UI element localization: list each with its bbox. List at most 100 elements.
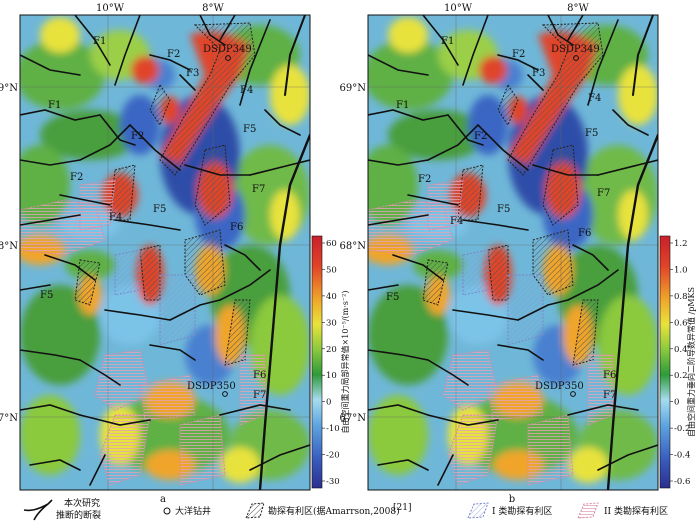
fault-label: F7 (597, 188, 610, 199)
legend-prospect-text: 勘探有利区(据Amarrson,2008) (268, 505, 400, 517)
fault-label: F4 (240, 85, 253, 96)
colorbar-a: 60 50 40 30 20 10 0 -10 -20 -30 自由空间重力局部异常值×10⁻⁵/… (311, 235, 350, 489)
class1-swatch-icon (467, 502, 489, 519)
panel-b-frame (367, 14, 659, 491)
fault-labels-b: F1 F1 F2 F2 F3 F4 F5 F2 F4 F5 F6 F7 F5 F… (386, 36, 616, 401)
lon-label-8w-b: 8°W (567, 3, 589, 14)
legend-fault-text-1: 本次研究 (64, 497, 100, 509)
colorbar-tick-label: -10 (326, 424, 340, 434)
panel-b: 10°W 8°W 69°N 68°N 67°N F1 F1 F2 F2 F3 F… (340, 3, 696, 505)
panel-caption-a: a (160, 494, 166, 505)
fault-label: F5 (153, 204, 166, 215)
well-circle-icon (163, 507, 171, 515)
colorbar-tick-label: 1.0 (674, 265, 688, 275)
lat-label-68n-a: 68°N (0, 241, 18, 252)
fault-label: F4 (450, 216, 463, 227)
fault-label: F4 (109, 212, 122, 223)
colorbar-tick-label: 60 (326, 239, 337, 249)
colorbar-tick-label: 30 (326, 318, 337, 328)
fault-label: F6 (578, 228, 591, 239)
fault-label: F5 (40, 290, 53, 301)
fault-label: F2 (418, 174, 431, 185)
lat-label-67n-a: 67°N (0, 413, 18, 424)
legend-fault: 本次研究 推断的断裂 (23, 497, 101, 521)
fault-label: F2 (474, 131, 487, 142)
legend-prospect-previous: 勘探有利区(据Amarrson,2008) [21] (245, 502, 411, 519)
legend-class1-text: I 类勘探有利区 (492, 505, 552, 517)
colorbar-tick-label: 0.4 (674, 345, 688, 355)
legend-prospect-ref: [21] (393, 503, 411, 513)
class2-swatch-icon (577, 502, 599, 519)
well-label: DSDP349 (551, 44, 600, 55)
lat-label-67n-b: 67°N (340, 413, 367, 424)
fault-label: F6 (230, 222, 243, 233)
colorbar-tick-label: -0.4 (674, 451, 690, 461)
well-label: DSDP350 (535, 381, 584, 392)
colorbar-title: 自由空间重力垂向二阶导数异常值 /pMKS (686, 287, 696, 437)
legend: 本次研究 推断的断裂 大洋钻井 勘探有利区(据Amarrson,2008) [2… (23, 497, 668, 521)
fault-label: F1 (48, 100, 61, 111)
well-dsdp350-a: DSDP350 (187, 381, 236, 397)
fault-label: F2 (131, 131, 144, 142)
colorbar-tick-label: 40 (326, 292, 337, 302)
colorbar-tick-label: 1.2 (674, 239, 688, 249)
colorbar-tick-label: -20 (326, 451, 340, 461)
lat-label-69n-b: 69°N (340, 83, 367, 94)
fault-label: F2 (70, 172, 83, 183)
panel-b-map (358, 15, 658, 490)
fault-label: F5 (497, 204, 510, 215)
fault-label: F2 (167, 49, 180, 60)
fault-label: F7 (252, 184, 265, 195)
lon-label-10w-b: 10°W (444, 3, 473, 14)
well-dsdp349-b: DSDP349 (551, 44, 600, 61)
colorbar-ramp (311, 235, 323, 489)
fault-labels-a: F1 F1 F2 F2 F3 F4 F5 F2 F4 F5 F6 F7 F5 F… (40, 36, 266, 401)
colorbar-title: 自由空间重力局部异常值×10⁻⁵/(m·s⁻²) (340, 291, 350, 434)
colorbar-tick-label: 50 (326, 265, 337, 275)
well-marker (573, 55, 579, 61)
prospect-swatch-icon (245, 502, 265, 519)
fault-label: F1 (93, 36, 106, 47)
lat-label-68n-b: 68°N (340, 241, 367, 252)
fault-label: F5 (243, 124, 256, 135)
panel-a-frame (19, 14, 311, 491)
legend-class2: II 类勘探有利区 (577, 502, 668, 519)
well-label: DSDP350 (187, 381, 236, 392)
well-marker (570, 391, 576, 397)
lon-label-10w-a: 10°W (96, 3, 125, 14)
legend-well-text: 大洋钻井 (175, 505, 211, 517)
colorbar-tick-label: 0.8 (674, 292, 688, 302)
well-marker (225, 55, 231, 61)
panel-a: 10°W 8°W 69°N 68°N 67°N F1 F1 F2 F2 F3 F… (0, 3, 350, 505)
fault-label: F6 (603, 370, 616, 381)
colorbar-tick-label: 0 (326, 398, 331, 408)
panel-caption-b: b (509, 494, 515, 505)
fault-label: F5 (386, 292, 399, 303)
colorbar-tick-label: -30 (326, 477, 340, 487)
legend-fault-text-2: 推断的断裂 (56, 509, 101, 521)
legend-class1: I 类勘探有利区 (467, 502, 552, 519)
fault-symbol-icon (23, 499, 53, 521)
fault-label: F5 (585, 128, 598, 139)
fault-label: F3 (532, 68, 545, 79)
panel-a-map (10, 15, 310, 490)
colorbar-tick-label: 10 (326, 371, 337, 381)
colorbar-tick-label: -0.2 (674, 424, 690, 434)
fault-label: F2 (512, 49, 525, 60)
well-label: DSDP349 (203, 44, 252, 55)
well-dsdp350-b: DSDP350 (535, 381, 584, 397)
fault-label: F6 (253, 370, 266, 381)
colorbar-tick-label: 20 (326, 345, 337, 355)
well-marker (222, 391, 228, 397)
fault-label: F3 (186, 68, 199, 79)
lon-label-8w-a: 8°W (202, 3, 224, 14)
lat-label-69n-a: 69°N (0, 83, 18, 94)
fault-label: F1 (396, 100, 409, 111)
colorbar-tick-label: 0 (674, 398, 679, 408)
fault-label: F7 (253, 390, 266, 401)
colorbar-b: 1.2 1.0 0.8 0.6 0.4 0.2 0 -0.2 -0.4 -0.6 自由空间重力垂向… (659, 235, 696, 489)
well-dsdp349-a: DSDP349 (203, 44, 252, 61)
legend-well: 大洋钻井 (163, 505, 211, 517)
colorbar-tick-label: 0.2 (674, 371, 688, 381)
